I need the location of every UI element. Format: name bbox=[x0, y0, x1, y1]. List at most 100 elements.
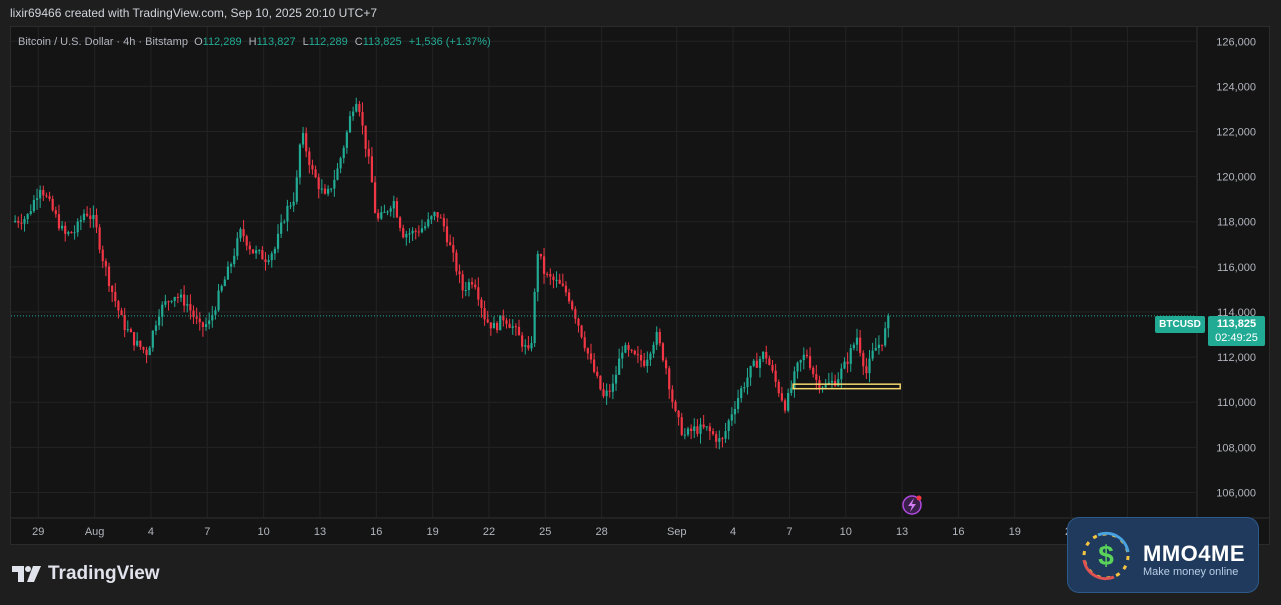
candle-body bbox=[370, 156, 374, 183]
candle-body bbox=[671, 389, 674, 402]
candle-body bbox=[542, 256, 546, 274]
candle-body bbox=[664, 360, 668, 369]
candle-body bbox=[352, 111, 355, 117]
candle-body bbox=[715, 434, 718, 442]
candle-body bbox=[336, 168, 339, 180]
candle-body bbox=[405, 234, 408, 238]
x-tick-label: 25 bbox=[539, 526, 551, 538]
candle-body bbox=[342, 147, 345, 159]
candle-body bbox=[536, 253, 539, 292]
candle-body bbox=[142, 347, 145, 350]
candle-body bbox=[239, 229, 242, 239]
legend-open-label: O bbox=[194, 36, 203, 48]
candle-body bbox=[733, 408, 737, 415]
candle-body bbox=[214, 310, 217, 315]
candle-body bbox=[624, 345, 627, 353]
candle-body bbox=[799, 360, 802, 363]
candle-body bbox=[527, 345, 530, 349]
candle-body bbox=[852, 344, 855, 349]
candle-body bbox=[464, 290, 467, 292]
candle-body bbox=[596, 371, 599, 376]
candle-body bbox=[621, 352, 624, 359]
candle-body bbox=[154, 325, 158, 331]
candle-body bbox=[467, 282, 471, 291]
candle-body bbox=[82, 213, 86, 220]
x-tick-label: 4 bbox=[730, 526, 736, 538]
legend-low: 112,289 bbox=[308, 36, 348, 48]
candle-body bbox=[646, 359, 649, 366]
candle-body bbox=[258, 250, 261, 252]
candle-body bbox=[555, 279, 558, 281]
y-tick-label: 122,000 bbox=[1216, 127, 1256, 139]
candle-body bbox=[273, 248, 276, 254]
legend-high: 113,827 bbox=[256, 36, 296, 48]
candle-body bbox=[611, 383, 614, 392]
candle-body bbox=[198, 318, 201, 323]
candle-body bbox=[345, 132, 348, 148]
candle-body bbox=[865, 366, 868, 374]
candle-body bbox=[280, 222, 283, 234]
candle-body bbox=[843, 361, 846, 369]
candle-body bbox=[502, 315, 505, 321]
chart-frame[interactable] bbox=[10, 26, 1270, 545]
candle-body bbox=[114, 291, 117, 302]
svg-text:$: $ bbox=[1098, 540, 1114, 571]
candle-body bbox=[148, 347, 151, 356]
candle-body bbox=[295, 177, 298, 202]
candle-body bbox=[20, 222, 23, 224]
candle-body bbox=[862, 352, 865, 367]
candle-body bbox=[317, 177, 320, 190]
candle-body bbox=[768, 358, 771, 366]
candle-body bbox=[261, 250, 264, 260]
chart-caption: lixir69466 created with TradingView.com,… bbox=[10, 6, 377, 20]
candle-body bbox=[301, 133, 305, 145]
y-tick-label: 108,000 bbox=[1216, 442, 1256, 454]
candle-body bbox=[48, 196, 51, 199]
y-tick-label: 106,000 bbox=[1216, 487, 1256, 499]
candle-body bbox=[276, 233, 280, 249]
candle-body bbox=[283, 221, 286, 223]
candle-body bbox=[583, 337, 586, 349]
symbol-price-label: BTCUSD bbox=[1155, 316, 1205, 333]
candle-body bbox=[743, 387, 746, 389]
candle-body bbox=[167, 301, 170, 303]
tradingview-logo-icon bbox=[12, 566, 41, 582]
x-tick-label: 10 bbox=[257, 526, 269, 538]
candle-body bbox=[79, 219, 82, 222]
candle-body bbox=[408, 233, 411, 235]
candle-body bbox=[286, 205, 289, 222]
candle-body bbox=[790, 387, 793, 394]
candle-body bbox=[98, 227, 101, 250]
candle-body bbox=[270, 253, 273, 261]
candle-body bbox=[837, 379, 840, 386]
mmo4me-badge bbox=[1067, 517, 1259, 593]
candle-body bbox=[755, 360, 758, 368]
candle-body bbox=[680, 417, 683, 435]
candle-body bbox=[355, 104, 358, 112]
tradingview-logo[interactable]: TradingView bbox=[12, 563, 160, 585]
candle-body bbox=[877, 344, 881, 348]
candle-body bbox=[445, 226, 449, 243]
candle-body bbox=[73, 232, 76, 234]
candle-body bbox=[470, 282, 474, 285]
candle-body bbox=[593, 359, 596, 372]
candle-body bbox=[639, 354, 643, 361]
candle-body bbox=[361, 112, 364, 126]
candle-body bbox=[14, 220, 17, 222]
x-tick-label: 16 bbox=[952, 526, 964, 538]
x-tick-label: 28 bbox=[595, 526, 607, 538]
candle-body bbox=[255, 250, 258, 254]
candle-body bbox=[264, 259, 267, 263]
legend-low-label: L bbox=[302, 36, 309, 48]
candle-body bbox=[649, 353, 652, 360]
candle-body bbox=[364, 125, 367, 149]
candle-body bbox=[389, 208, 392, 212]
candle-body bbox=[586, 348, 589, 354]
candle-body bbox=[505, 320, 508, 324]
candle-body bbox=[602, 389, 605, 397]
candle-body bbox=[251, 249, 255, 254]
candle-body bbox=[430, 216, 433, 220]
candle-body bbox=[298, 144, 302, 178]
candle-body bbox=[26, 213, 29, 219]
